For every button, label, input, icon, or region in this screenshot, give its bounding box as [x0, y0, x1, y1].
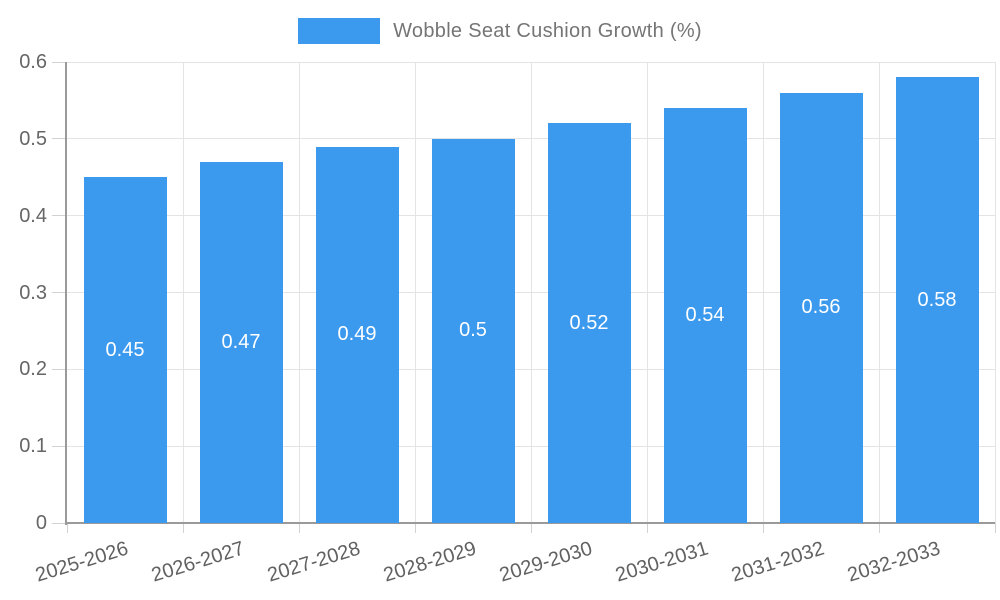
y-axis-tick-label: 0.1	[19, 435, 47, 458]
bar-value-label: 0.47	[221, 330, 261, 353]
y-axis-tick-label: 0.3	[19, 281, 47, 304]
legend[interactable]: Wobble Seat Cushion Growth (%)	[0, 17, 1000, 45]
y-axis-tick	[52, 445, 67, 447]
bar[interactable]: 0.49	[315, 146, 399, 523]
bar-value-label: 0.49	[337, 323, 377, 346]
legend-label: Wobble Seat Cushion Growth (%)	[393, 19, 702, 42]
bar[interactable]: 0.58	[895, 77, 979, 523]
x-axis-category-label: 2028-2029	[381, 537, 480, 587]
gridline-vertical	[182, 62, 184, 523]
x-axis-category-label: 2029-2030	[497, 537, 596, 587]
x-axis-tick	[414, 523, 416, 533]
bar-value-label: 0.5	[459, 319, 487, 342]
x-axis-category-label: 2026-2027	[149, 537, 248, 587]
y-axis-tick-label: 0.5	[19, 127, 47, 150]
gridline-vertical	[762, 62, 764, 523]
y-axis-tick	[52, 292, 67, 293]
y-axis-tick-label: 0	[35, 512, 47, 534]
x-axis-category-label: 2027-2028	[265, 537, 364, 587]
bar-value-label: 0.54	[685, 304, 725, 327]
x-axis-category-label: 2031-2032	[729, 537, 828, 587]
bar[interactable]: 0.54	[663, 108, 747, 523]
bar-value-label: 0.58	[917, 288, 957, 311]
gridline-vertical	[878, 62, 880, 523]
x-axis-category-label: 2025-2026	[33, 537, 132, 587]
x-axis-line	[67, 522, 995, 524]
bar[interactable]: 0.45	[83, 177, 167, 523]
bar-value-label: 0.56	[801, 296, 841, 319]
bar[interactable]: 0.56	[779, 92, 863, 523]
y-axis-tick	[52, 138, 67, 140]
y-axis-tick-label: 0.6	[19, 51, 47, 73]
y-axis-tick-label: 0.2	[19, 358, 47, 381]
y-axis-tick	[52, 215, 67, 217]
bar-value-label: 0.52	[569, 311, 609, 334]
x-axis-tick	[182, 523, 184, 533]
y-axis-tick	[52, 522, 67, 524]
x-axis-category-label: 2032-2033	[845, 537, 944, 587]
x-axis-tick	[878, 523, 880, 533]
y-axis-tick	[52, 61, 67, 63]
x-axis-tick	[994, 523, 996, 533]
y-axis-tick	[52, 368, 67, 370]
gridline-vertical	[994, 62, 996, 523]
x-axis-tick	[66, 523, 68, 533]
x-axis-tick	[762, 523, 764, 533]
gridline-vertical	[530, 62, 532, 523]
x-axis-tick	[530, 523, 532, 533]
gridline-vertical	[646, 62, 648, 523]
y-axis-tick-label: 0.4	[19, 204, 47, 227]
y-axis-line	[65, 62, 67, 525]
x-axis-category-label: 2030-2031	[613, 537, 712, 587]
gridline-vertical	[298, 62, 300, 523]
bar[interactable]: 0.52	[547, 123, 631, 523]
bar-value-label: 0.45	[105, 338, 145, 361]
x-axis-tick	[646, 523, 648, 533]
bar[interactable]: 0.5	[431, 138, 515, 523]
x-axis-tick	[298, 523, 300, 533]
gridline-vertical	[414, 62, 416, 523]
bar[interactable]: 0.47	[199, 161, 283, 523]
legend-swatch	[298, 18, 381, 44]
